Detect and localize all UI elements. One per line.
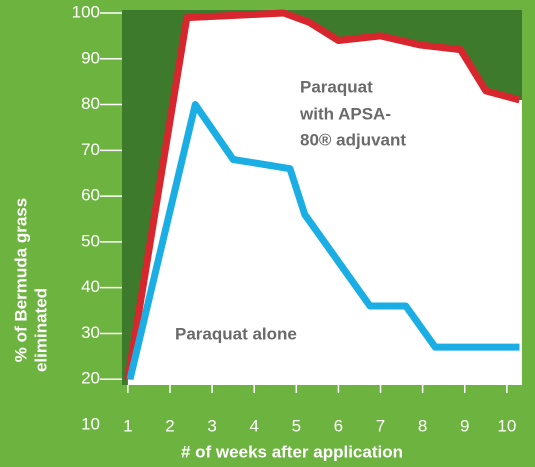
annotation: Paraquat alone: [175, 324, 297, 343]
y-axis-label: % of Bermuda grass: [11, 198, 30, 362]
y-tick-label: 40: [81, 277, 100, 296]
y-tick-label: 100: [72, 2, 100, 21]
y-tick-label: 50: [81, 231, 100, 250]
annotation: 80® adjuvant: [300, 130, 406, 149]
chart: # of weeks after application % of Bermud…: [0, 0, 535, 467]
x-tick-label: 3: [207, 416, 216, 435]
x-tick-label: 9: [460, 416, 469, 435]
y-tick-label: 60: [81, 186, 100, 205]
annotation: Paraquat: [300, 77, 373, 96]
y-tick-label: 90: [81, 48, 100, 67]
y-tick-label: 80: [81, 94, 100, 113]
y-tick-label: 30: [81, 323, 100, 342]
x-tick-label: 2: [165, 416, 174, 435]
x-tick-label: 1: [123, 416, 132, 435]
x-tick-label: 4: [249, 416, 258, 435]
annotation: with APSA-: [299, 104, 391, 123]
y-tick-label: 70: [81, 140, 100, 159]
y-tick-label: 10: [81, 414, 100, 433]
x-axis-label: # of weeks after application: [181, 442, 403, 461]
y-tick-label: 20: [81, 369, 100, 388]
x-tick-label: 6: [334, 416, 343, 435]
x-tick-label: 7: [376, 416, 385, 435]
y-axis-label: eliminated: [31, 288, 50, 372]
x-tick-label: 5: [292, 416, 301, 435]
x-tick-label: 10: [497, 416, 516, 435]
x-tick-label: 8: [418, 416, 427, 435]
